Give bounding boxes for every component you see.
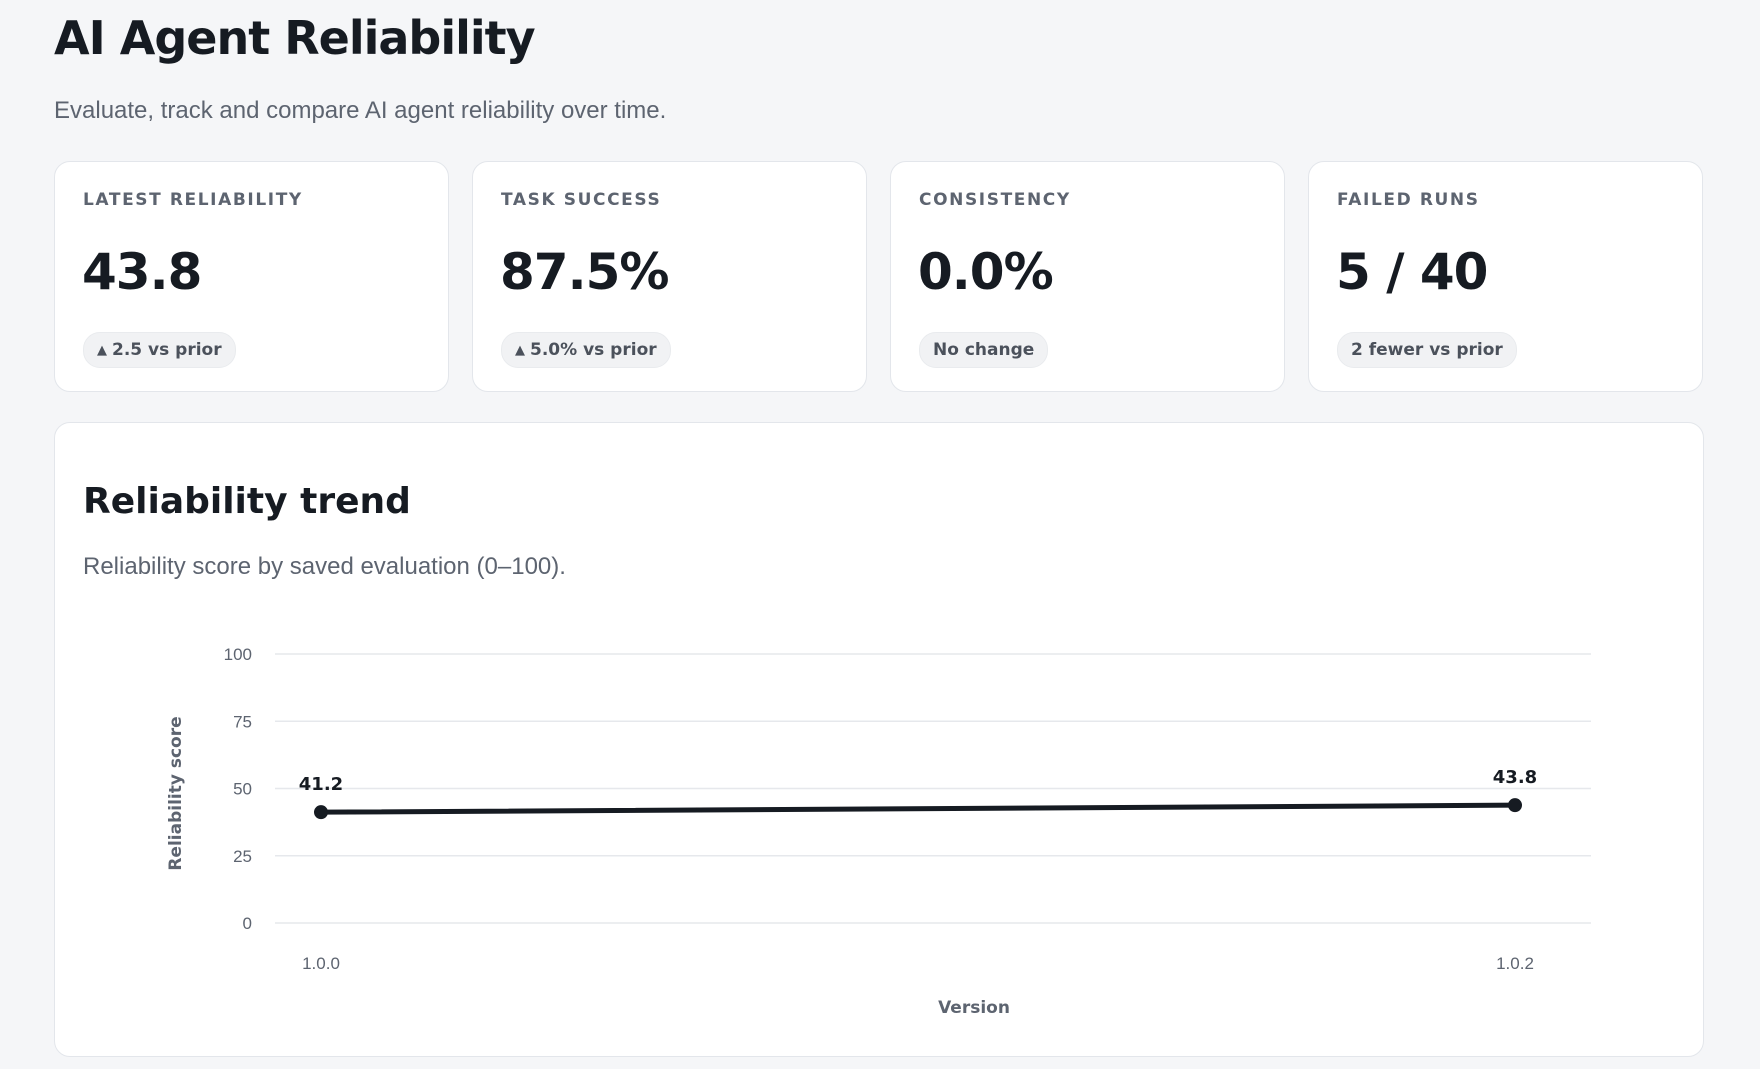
y-tick-label: 50	[233, 780, 252, 799]
x-axis-title: Version	[938, 998, 1010, 1018]
y-tick-label: 0	[243, 914, 252, 933]
y-tick-label: 25	[233, 847, 252, 866]
delta-badge: ▲ 5.0% vs prior	[501, 332, 671, 368]
metric-label: FAILED RUNS	[1337, 190, 1480, 210]
metric-label: TASK SUCCESS	[501, 190, 662, 210]
x-tick-label: 1.0.2	[1496, 954, 1534, 973]
metric-card-consistency: CONSISTENCY 0.0% No change	[890, 161, 1285, 392]
metric-value: 43.8	[82, 243, 202, 301]
y-tick-label: 75	[233, 712, 252, 731]
delta-text: 2.5 vs prior	[112, 340, 222, 360]
metric-card-latest-reliability: LATEST RELIABILITY 43.8 ▲ 2.5 vs prior	[54, 161, 449, 392]
data-label: 43.8	[1493, 767, 1537, 788]
delta-text: No change	[933, 340, 1035, 360]
metric-card-failed-runs: FAILED RUNS 5 / 40 2 fewer vs prior	[1308, 161, 1703, 392]
delta-badge: No change	[919, 332, 1049, 368]
data-label: 41.2	[299, 774, 343, 795]
metric-value: 87.5%	[500, 243, 669, 301]
data-point	[1508, 798, 1522, 813]
trend-subtitle: Reliability score by saved evaluation (0…	[83, 553, 566, 580]
metric-value: 0.0%	[918, 243, 1054, 301]
series-line	[318, 802, 1518, 815]
metric-card-task-success: TASK SUCCESS 87.5% ▲ 5.0% vs prior	[472, 161, 867, 392]
delta-badge: ▲ 2.5 vs prior	[83, 332, 236, 368]
delta-text: 5.0% vs prior	[530, 340, 657, 360]
reliability-trend-panel: Reliability trend Reliability score by s…	[54, 422, 1704, 1057]
triangle-up-icon: ▲	[97, 343, 107, 358]
x-tick-label: 1.0.0	[302, 954, 340, 973]
page-title: AI Agent Reliability	[54, 11, 536, 65]
reliability-line-chart: 0 25 50 75 100 1.0.0 1.0.2 Version Reliability s…	[166, 645, 1591, 1018]
page-subtitle: Evaluate, track and compare AI agent rel…	[54, 97, 667, 124]
metric-label: CONSISTENCY	[919, 190, 1071, 210]
metric-value: 5 / 40	[1336, 243, 1488, 301]
metric-label: LATEST RELIABILITY	[83, 190, 303, 210]
y-axis-title: Reliability score	[166, 716, 186, 870]
metric-cards: LATEST RELIABILITY 43.8 ▲ 2.5 vs prior TA…	[54, 161, 1704, 394]
data-point	[314, 805, 328, 820]
trend-title: Reliability trend	[83, 481, 411, 522]
delta-badge: 2 fewer vs prior	[1337, 332, 1517, 368]
delta-text: 2 fewer vs prior	[1351, 340, 1503, 360]
y-tick-label: 100	[224, 645, 252, 664]
triangle-up-icon: ▲	[515, 343, 525, 358]
